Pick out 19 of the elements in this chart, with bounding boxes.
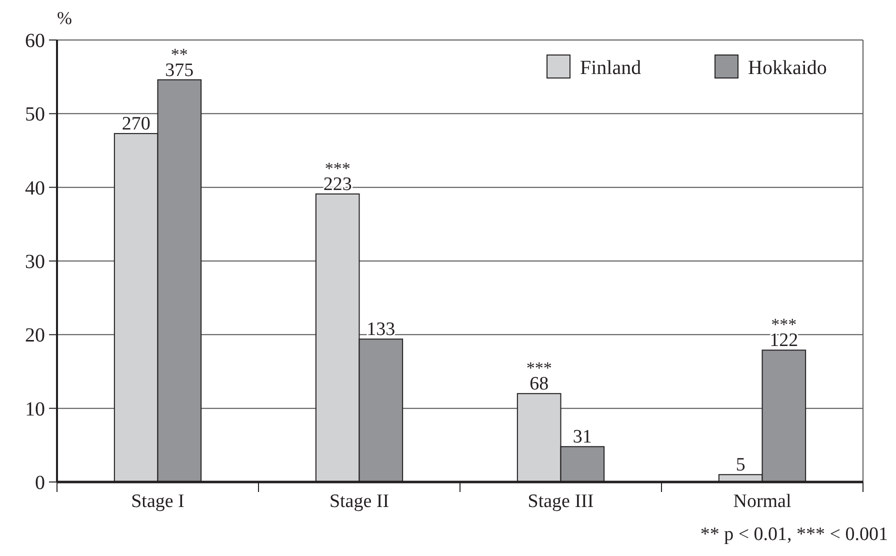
legend-label: Hokkaido bbox=[748, 57, 827, 79]
y-tick-label: 30 bbox=[25, 251, 45, 273]
y-tick-label: 20 bbox=[25, 324, 45, 347]
y-tick-label: 50 bbox=[25, 104, 45, 126]
annotation: *** bbox=[324, 158, 350, 178]
annotation: 5 bbox=[736, 454, 746, 476]
annotation: 31 bbox=[572, 426, 592, 448]
text: ** p < 0.01, *** < 0.001 bbox=[700, 524, 888, 545]
x-tick-label: Normal bbox=[733, 491, 792, 512]
y-tick-label: 40 bbox=[25, 177, 45, 200]
y-tick-label: 10 bbox=[25, 398, 45, 420]
y-tick-label: 0 bbox=[35, 472, 45, 494]
y-tick-label: 60 bbox=[25, 30, 45, 52]
y-axis-title: % bbox=[57, 8, 72, 28]
x-tick-label: Stage I bbox=[131, 491, 184, 512]
legend-label: Finland bbox=[580, 57, 642, 79]
x-tick-label: Stage II bbox=[329, 491, 390, 512]
x-tick-label: Stage III bbox=[528, 491, 594, 512]
annotation: 270 bbox=[122, 114, 150, 135]
